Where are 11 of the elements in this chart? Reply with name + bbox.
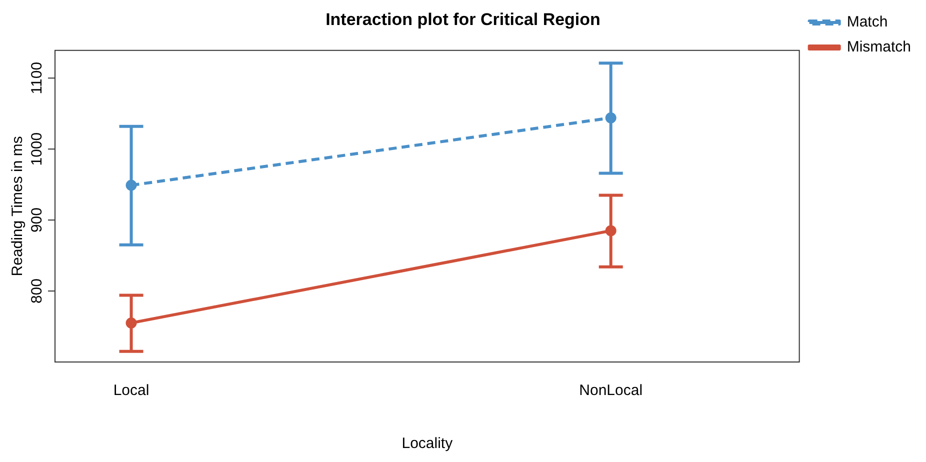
- legend-label: Mismatch: [846, 38, 912, 56]
- y-tick-label: 900: [28, 208, 46, 233]
- legend-label: Match: [846, 14, 888, 31]
- y-tick-label: 800: [28, 278, 46, 304]
- chart-title: Interaction plot for Critical Region: [326, 10, 600, 29]
- y-tick-label: 1100: [28, 62, 46, 94]
- x-axis-title: Locality: [402, 435, 454, 452]
- y-tick-label: 1000: [28, 132, 46, 166]
- x-tick-label: Local: [113, 382, 150, 400]
- x-tick-label: NonLocal: [579, 382, 643, 400]
- y-axis-title: Reading Times in ms: [9, 136, 26, 276]
